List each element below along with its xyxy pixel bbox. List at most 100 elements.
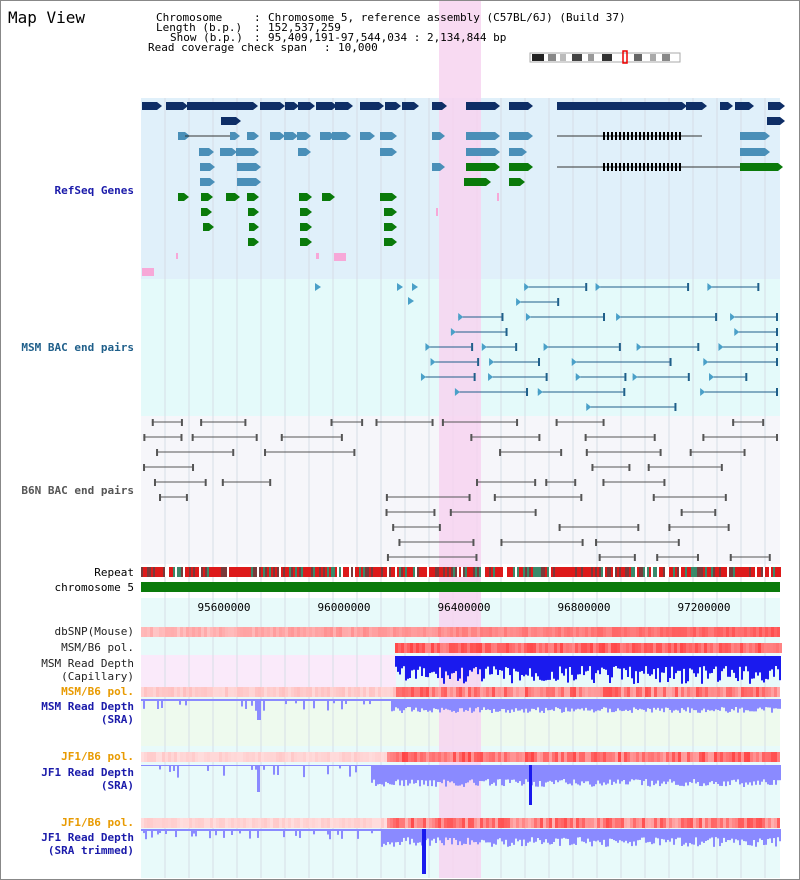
read-depth-bar	[753, 699, 755, 712]
msm-bac-label[interactable]: MSM BAC end pairs	[21, 341, 134, 354]
snp-density-cell	[636, 752, 639, 762]
read-depth-bar	[291, 829, 293, 831]
snp-density-cell	[495, 818, 498, 828]
snp-density-cell	[210, 687, 213, 697]
read-depth-bar	[575, 656, 577, 680]
snp-density-cell	[731, 643, 734, 653]
jf1-b6-pol-label[interactable]: JF1/B6 pol.	[61, 750, 134, 763]
jf1-read-depth-trim-label-1[interactable]: JF1 Read Depth	[41, 831, 134, 844]
gene-feature	[380, 132, 392, 140]
snp-density-cell	[273, 752, 276, 762]
read-depth-bar	[633, 656, 635, 684]
read-depth-bar	[155, 765, 157, 766]
b6n-end	[385, 509, 388, 516]
snp-density-cell	[354, 818, 357, 828]
snp-density-cell	[453, 818, 456, 828]
read-depth-bar	[473, 765, 475, 783]
repeat-element	[399, 567, 401, 577]
read-depth-bar	[233, 829, 235, 831]
read-depth-bar	[599, 656, 601, 675]
read-depth-bar	[735, 765, 737, 782]
read-depth-bar	[281, 699, 283, 701]
msm-read-depth-sra-label-1[interactable]: MSM Read Depth	[41, 700, 134, 713]
repeat-element	[627, 567, 629, 577]
snp-density-cell	[531, 627, 534, 637]
repeat-element	[635, 567, 637, 577]
read-depth-bar	[497, 699, 499, 712]
refseq-label[interactable]: RefSeq Genes	[54, 184, 134, 197]
gene-feature	[432, 163, 440, 171]
jf1-read-depth-sra-label-1[interactable]: JF1 Read Depth	[41, 766, 134, 779]
read-depth-bar	[655, 765, 657, 784]
snp-density-cell	[273, 627, 276, 637]
read-depth-bar	[753, 656, 755, 679]
read-depth-bar	[451, 656, 453, 674]
snp-density-cell	[423, 818, 426, 828]
read-depth-bar	[649, 699, 651, 709]
read-depth-bar	[269, 765, 271, 766]
repeat-element	[347, 567, 349, 577]
snp-density-cell	[186, 818, 189, 828]
read-depth-bar	[509, 699, 511, 713]
snp-density-cell	[411, 818, 414, 828]
read-depth-bar	[347, 829, 349, 831]
read-depth-bar	[543, 829, 545, 843]
bac-end	[757, 283, 760, 291]
b6n-end	[433, 509, 436, 516]
snp-density-cell	[408, 752, 411, 762]
msm-b6-pol-label[interactable]: MSM/B6 pol.	[61, 641, 134, 654]
snp-density-cell	[450, 687, 453, 697]
snp-density-cell	[687, 627, 690, 637]
repeat-element	[193, 567, 195, 577]
repeat-element	[599, 567, 601, 577]
b6n-end	[180, 434, 183, 441]
repeat-element	[415, 567, 417, 577]
read-depth-bar	[715, 765, 717, 782]
read-depth-bar	[221, 829, 223, 831]
read-depth-bar	[531, 829, 533, 838]
read-depth-bar	[697, 765, 699, 782]
gene-arrow	[392, 223, 397, 231]
snp-density-cell	[375, 818, 378, 828]
read-depth-bar	[375, 829, 377, 831]
snp-density-cell	[609, 687, 612, 697]
repeat-element	[465, 567, 467, 577]
msm-read-depth-cap-label-1[interactable]: MSM Read Depth	[41, 657, 134, 670]
snp-density-cell	[641, 643, 644, 653]
snp-density-cell	[585, 752, 588, 762]
read-depth-bar	[465, 829, 467, 845]
read-depth-bar	[625, 829, 627, 841]
msm-b6-pol-sra-label[interactable]: MSM/B6 pol.	[61, 685, 134, 698]
repeat-element	[595, 567, 597, 577]
snp-density-cell	[174, 818, 177, 828]
read-depth-bar	[345, 829, 347, 831]
snp-density-cell	[429, 627, 432, 637]
read-depth-bar	[309, 829, 311, 831]
snp-density-cell	[309, 687, 312, 697]
read-depth-bar	[151, 699, 153, 701]
repeat-element	[737, 567, 739, 577]
b6n-bac-label[interactable]: B6N BAC end pairs	[21, 484, 134, 497]
read-depth-bar	[451, 699, 453, 712]
read-depth-bar	[201, 829, 203, 831]
read-depth-bar	[743, 765, 745, 787]
snp-density-cell	[609, 627, 612, 637]
jf1-b6-pol-2-label[interactable]: JF1/B6 pol.	[61, 816, 134, 829]
read-depth-bar	[627, 765, 629, 785]
read-depth-bar	[415, 656, 417, 679]
repeat-element	[377, 567, 379, 577]
snp-density-cell	[636, 818, 639, 828]
read-depth-bar	[607, 656, 609, 676]
snp-density-cell	[378, 687, 381, 697]
snp-density-cell	[552, 752, 555, 762]
read-depth-bar	[679, 765, 681, 786]
snp-density-cell	[506, 643, 509, 653]
dbsnp-label[interactable]: dbSNP(Mouse)	[54, 625, 134, 638]
snp-density-cell	[243, 818, 246, 828]
repeat-element	[569, 567, 571, 577]
snp-density-cell	[555, 818, 558, 828]
read-depth-bar	[581, 656, 583, 667]
snp-density-cell	[452, 643, 455, 653]
